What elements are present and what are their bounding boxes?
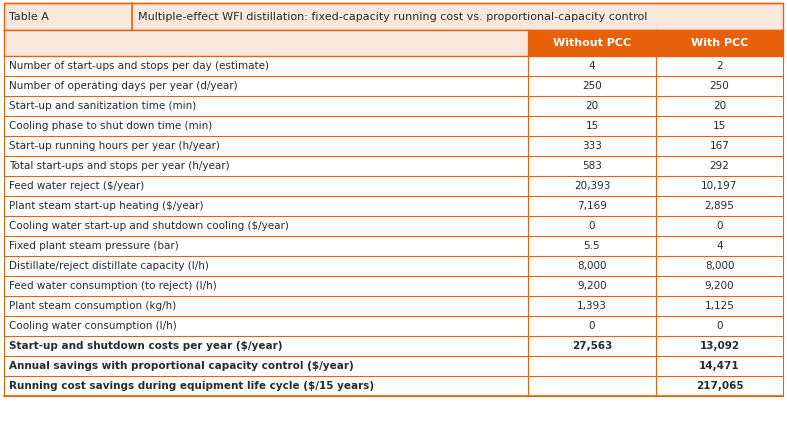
Text: 250: 250: [582, 81, 602, 91]
Text: 5.5: 5.5: [584, 241, 600, 251]
Bar: [4, 136, 783, 156]
Text: 217,065: 217,065: [696, 381, 743, 391]
Text: Fixed plant steam pressure (bar): Fixed plant steam pressure (bar): [9, 241, 179, 251]
Bar: [4, 356, 783, 376]
Text: 167: 167: [710, 141, 730, 151]
Bar: [4, 176, 783, 196]
Text: 20,393: 20,393: [574, 181, 610, 191]
Bar: [4, 236, 783, 256]
Bar: [528, 30, 656, 56]
Bar: [4, 156, 783, 176]
Text: 20: 20: [713, 101, 726, 111]
Text: 1,393: 1,393: [577, 301, 607, 311]
Bar: [4, 336, 783, 356]
Bar: [4, 30, 528, 56]
Text: 292: 292: [710, 161, 730, 171]
Bar: [4, 196, 783, 216]
Bar: [4, 216, 783, 236]
Bar: [4, 96, 783, 116]
Text: 20: 20: [586, 101, 599, 111]
Text: 7,169: 7,169: [577, 201, 607, 211]
Bar: [656, 30, 783, 56]
Text: Plant steam consumption (kg/h): Plant steam consumption (kg/h): [9, 301, 176, 311]
Text: 15: 15: [713, 121, 726, 131]
Text: 0: 0: [589, 321, 595, 331]
Text: 1,125: 1,125: [704, 301, 734, 311]
Text: 0: 0: [716, 321, 722, 331]
Text: Running cost savings during equipment life cycle ($/15 years): Running cost savings during equipment li…: [9, 381, 374, 391]
Bar: [4, 376, 783, 396]
Text: Start-up running hours per year (h/year): Start-up running hours per year (h/year): [9, 141, 220, 151]
Text: 4: 4: [589, 61, 595, 71]
Bar: [4, 256, 783, 276]
Text: 0: 0: [589, 221, 595, 231]
Text: 583: 583: [582, 161, 602, 171]
Text: Without PCC: Without PCC: [553, 38, 631, 48]
Bar: [4, 316, 783, 336]
Bar: [4, 76, 783, 96]
Text: With PCC: With PCC: [691, 38, 748, 48]
Text: Total start-ups and stops per year (h/year): Total start-ups and stops per year (h/ye…: [9, 161, 230, 171]
Bar: [4, 276, 783, 296]
Text: Cooling water consumption (l/h): Cooling water consumption (l/h): [9, 321, 177, 331]
Text: Plant steam start-up heating ($/year): Plant steam start-up heating ($/year): [9, 201, 204, 211]
Text: 10,197: 10,197: [701, 181, 737, 191]
Text: Start-up and sanitization time (min): Start-up and sanitization time (min): [9, 101, 196, 111]
Text: 4: 4: [716, 241, 722, 251]
Bar: [4, 56, 783, 76]
Text: Start-up and shutdown costs per year ($/year): Start-up and shutdown costs per year ($/…: [9, 341, 283, 351]
Text: 333: 333: [582, 141, 602, 151]
Text: 14,471: 14,471: [699, 361, 740, 371]
Text: Annual savings with proportional capacity control ($/year): Annual savings with proportional capacit…: [9, 361, 353, 371]
Text: Number of start-ups and stops per day (estimate): Number of start-ups and stops per day (e…: [9, 61, 269, 71]
Bar: [4, 296, 783, 316]
Text: 0: 0: [716, 221, 722, 231]
Text: Table A: Table A: [9, 11, 49, 22]
Text: 8,000: 8,000: [577, 261, 607, 271]
Text: Cooling water start-up and shutdown cooling ($/year): Cooling water start-up and shutdown cool…: [9, 221, 289, 231]
Text: Multiple-effect WFI distillation: fixed-capacity running cost vs. proportional-c: Multiple-effect WFI distillation: fixed-…: [138, 11, 648, 22]
Text: Feed water reject ($/year): Feed water reject ($/year): [9, 181, 144, 191]
Text: 9,200: 9,200: [577, 281, 607, 291]
Bar: [4, 116, 783, 136]
Text: Feed water consumption (to reject) (l/h): Feed water consumption (to reject) (l/h): [9, 281, 216, 291]
Text: 2: 2: [716, 61, 722, 71]
Text: 2,895: 2,895: [704, 201, 734, 211]
Text: 8,000: 8,000: [704, 261, 734, 271]
Text: 15: 15: [586, 121, 599, 131]
Text: Distillate/reject distillate capacity (l/h): Distillate/reject distillate capacity (l…: [9, 261, 209, 271]
Text: Cooling phase to shut down time (min): Cooling phase to shut down time (min): [9, 121, 212, 131]
Text: 27,563: 27,563: [572, 341, 612, 351]
Text: 9,200: 9,200: [704, 281, 734, 291]
Text: Number of operating days per year (d/year): Number of operating days per year (d/yea…: [9, 81, 238, 91]
Bar: [4, 3, 783, 30]
Text: 13,092: 13,092: [700, 341, 740, 351]
Text: 250: 250: [710, 81, 730, 91]
